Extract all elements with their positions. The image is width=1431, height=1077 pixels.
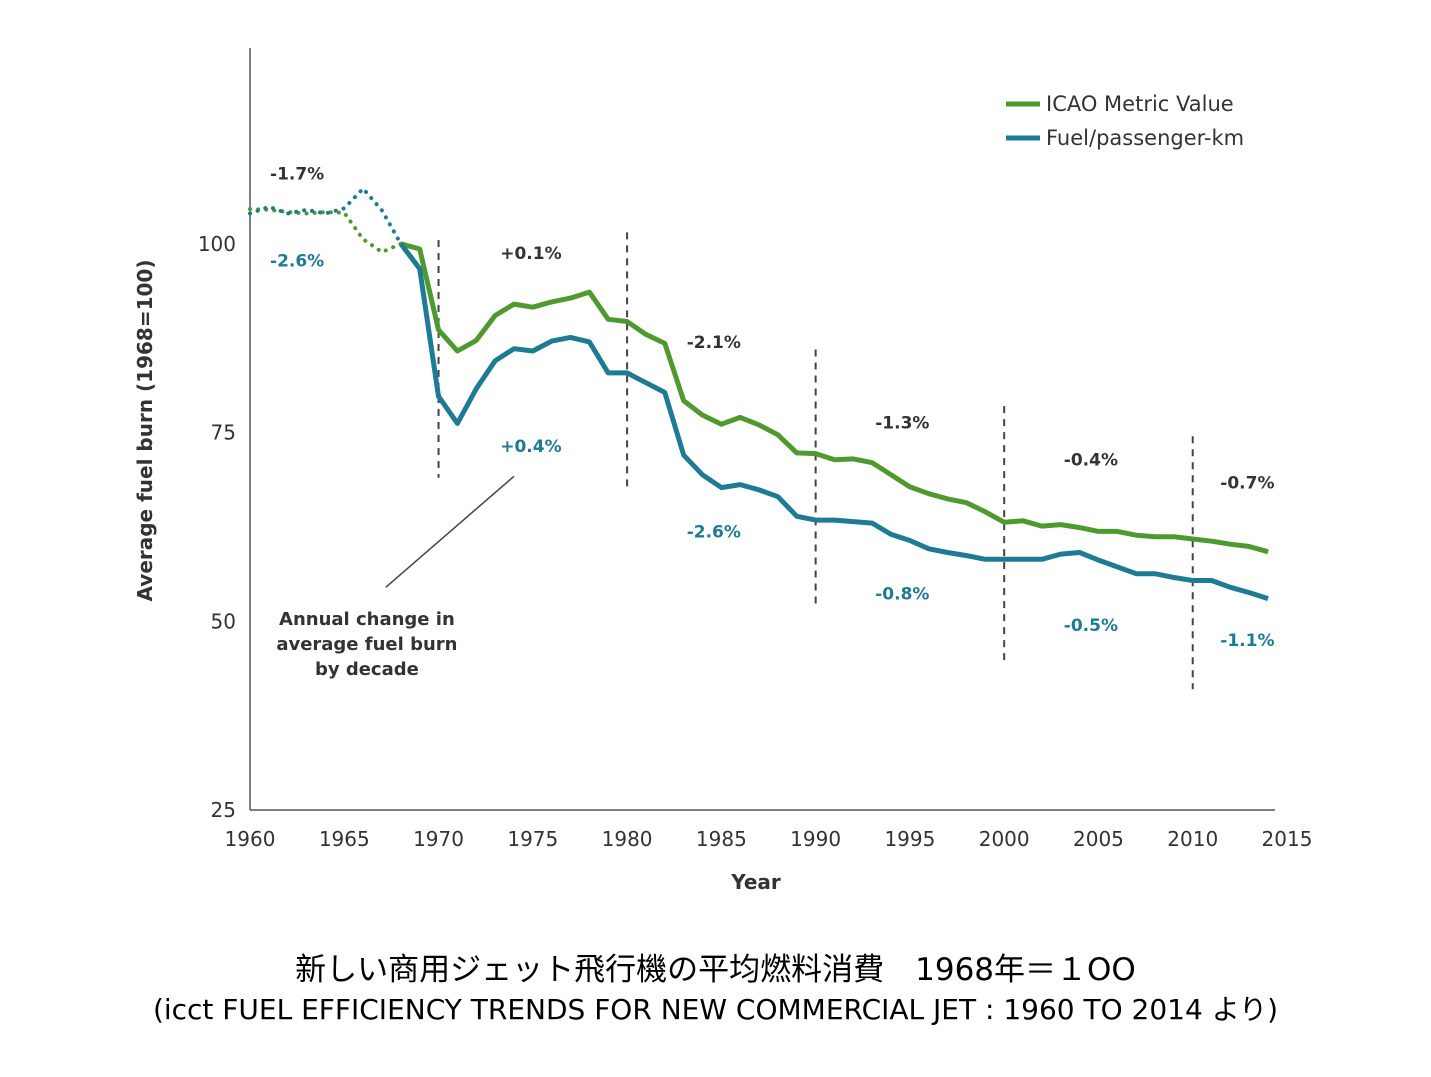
legend-label: ICAO Metric Value (1046, 92, 1234, 116)
decade-change-label: -2.6% (270, 251, 324, 271)
x-tick-label: 1965 (319, 827, 370, 851)
fuel-burn-chart: 1960 1965 1970 1975 1980 1985 1990 1995 2000 2005… (133, 48, 1313, 894)
x-tick-label: 2005 (1073, 827, 1124, 851)
annotation-note-line: Annual change in (279, 609, 455, 630)
x-tick-label: 2000 (979, 827, 1030, 851)
decade-change-label: -0.5% (1064, 616, 1118, 636)
decade-change-label: -1.1% (1220, 631, 1274, 651)
y-tick-label: 50 (211, 609, 236, 633)
figure-caption-source: (icct FUEL EFFICIENCY TRENDS FOR NEW COM… (152, 993, 1279, 1026)
x-tick-label: 1990 (790, 827, 841, 851)
x-tick-label: 1960 (225, 827, 276, 851)
decade-change-label: -0.4% (1064, 451, 1118, 471)
y-axis-title: Average fuel burn (1968=100) (133, 260, 157, 602)
x-tick-label: 1985 (696, 827, 747, 851)
x-tick-label: 1980 (602, 827, 653, 851)
legend-label: Fuel/passenger-km (1046, 126, 1244, 150)
x-axis-title: Year (730, 870, 781, 894)
decade-change-label: -1.3% (875, 414, 929, 434)
decade-change-label: -0.8% (875, 584, 929, 604)
x-tick-label: 1975 (507, 827, 558, 851)
x-tick-label: 1995 (884, 827, 935, 851)
series-line-dotted (248, 207, 403, 255)
y-tick-label: 100 (198, 232, 236, 256)
y-tick-label: 25 (211, 798, 236, 822)
x-tick-label: 2010 (1167, 827, 1218, 851)
series-line (400, 241, 1269, 555)
decade-change-label: -2.6% (687, 522, 741, 542)
decade-change-label: +0.4% (500, 437, 561, 457)
series-line-dotted (248, 186, 403, 246)
series-line (398, 242, 1269, 601)
annotation-note-line: by decade (315, 659, 419, 680)
decade-change-label: -0.7% (1220, 473, 1274, 493)
decade-change-label: -2.1% (687, 333, 741, 353)
decade-change-label: +0.1% (500, 244, 561, 264)
x-tick-label: 1970 (413, 827, 464, 851)
annotation-pointer-line (385, 475, 515, 588)
x-tick-label: 2015 (1262, 827, 1313, 851)
decade-change-label: -1.7% (270, 165, 324, 185)
annotation-note-line: average fuel burn (276, 634, 457, 655)
figure-caption-title: 新しい商用ジェット飛行機の平均燃料消費 1968年＝１OO (295, 952, 1136, 988)
y-tick-label: 75 (211, 421, 236, 445)
